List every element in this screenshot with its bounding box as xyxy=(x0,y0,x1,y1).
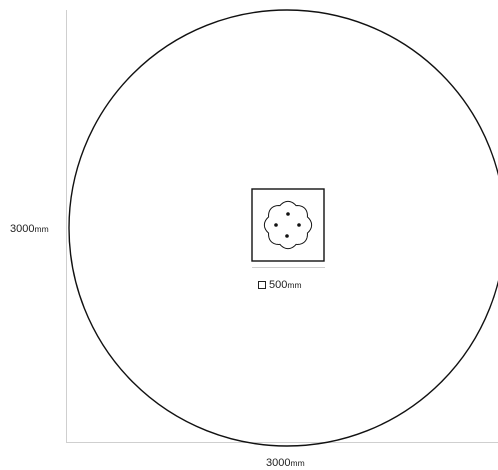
width-unit: mm xyxy=(290,458,305,468)
dimension-lines xyxy=(66,10,498,443)
base-unit: mm xyxy=(287,280,302,290)
bolt-holes xyxy=(274,212,301,238)
outer-circle xyxy=(68,9,498,447)
bolt-hole xyxy=(297,223,301,227)
width-value: 3000 xyxy=(266,457,291,469)
square-icon xyxy=(258,281,266,289)
width-dimension-label: 3000mm xyxy=(266,454,305,470)
base-value: 500 xyxy=(269,279,288,291)
base-dimension-label: 500mm xyxy=(258,276,302,292)
height-dimension-label: 3000mm xyxy=(10,220,49,236)
height-value: 3000 xyxy=(10,223,35,235)
bolt-hole xyxy=(286,212,290,216)
bolt-hole xyxy=(274,223,278,227)
scalloped-flange xyxy=(263,200,313,250)
height-unit: mm xyxy=(34,224,49,234)
bolt-hole xyxy=(285,234,289,238)
